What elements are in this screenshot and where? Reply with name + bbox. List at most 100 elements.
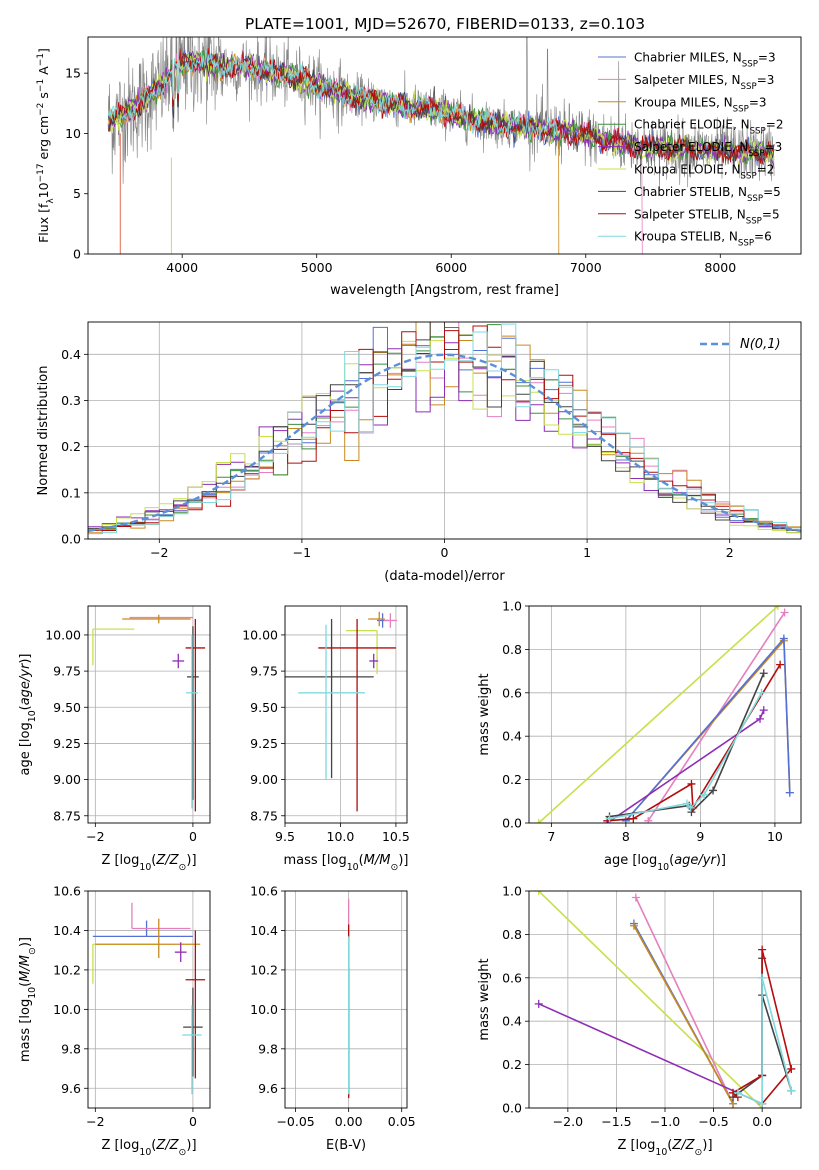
marker-7-0 <box>605 814 614 823</box>
marker-1-0 <box>644 816 653 823</box>
x-tick-label: 7 <box>547 829 555 844</box>
x-tick-label: 8000 <box>704 260 736 275</box>
y-tick-label: 10.0 <box>250 1002 278 1017</box>
spectrum-lines <box>107 37 775 254</box>
y-tick-label: 9.50 <box>250 700 278 715</box>
histogram-7 <box>88 325 801 531</box>
legend-label-7: Salpeter STELIB, NSSP=5 <box>634 207 780 226</box>
panel-age-vs-metallicity: −2 0 8.75 9.00 9.25 9.50 9.75 10.00 Z [log10(Z/Z… <box>18 605 211 873</box>
marker-3-1 <box>779 634 788 643</box>
marker-7-0 <box>733 1088 742 1097</box>
x-tick-label: 10.5 <box>382 829 410 844</box>
model-spectrum-1 <box>107 48 643 254</box>
marker-4-1 <box>756 714 765 723</box>
y-tick-label: 15 <box>65 66 81 81</box>
panel-residuals: −2 −1 0 1 2 0.0 0.1 0.2 0.3 0.4 N(0,1) (data-model)… <box>36 321 802 584</box>
legend-label-4: Salpeter ELODIE, NSSP=3 <box>634 140 782 159</box>
model-spectrum-5 <box>107 53 775 166</box>
x-axis-label: Z [log10(Z/Z⊙)] <box>617 1138 712 1158</box>
x-tick-label: −1.0 <box>650 1114 680 1129</box>
legend-label-6: Chabrier STELIB, NSSP=5 <box>634 185 781 204</box>
marker-3-0 <box>629 921 638 930</box>
weight-lines <box>534 891 796 1108</box>
y-axis-label: mass weight <box>477 958 492 1040</box>
panel-mass-weight-vs-metallicity: −2.0 −1.5 −1.0 −0.5 0.0 0.0 0.2 0.4 0.6 0.8 1.0 Z [… <box>477 884 802 1158</box>
y-tick-label: 0.0 <box>502 1101 522 1116</box>
errorbars <box>92 902 206 1095</box>
x-tick-label: 10 <box>767 829 783 844</box>
y-tick-label: 9.50 <box>53 700 81 715</box>
x-tick-label: 0.05 <box>388 1114 416 1129</box>
y-axis-label: age [log10(age/yr)] <box>18 653 38 775</box>
axes-frame <box>284 890 408 1109</box>
y-tick-label: 10 <box>65 126 81 141</box>
series-line-0 <box>538 606 779 823</box>
y-tick-label: 0.2 <box>502 772 522 787</box>
axes-frame <box>87 605 211 824</box>
panel-mass-vs-ebv: −0.05 0.00 0.05 9.6 9.8 10.0 10.2 10.4 10.6 E(B-V… <box>250 884 415 1154</box>
y-tick-label: 1.0 <box>502 599 522 614</box>
y-tick-label: 0.8 <box>502 927 522 942</box>
marker-6-3 <box>758 945 767 954</box>
y-tick-label: 0.0 <box>61 532 81 547</box>
series-line-4 <box>538 1003 763 1105</box>
y-tick-label: 9.25 <box>53 736 81 751</box>
axes-frame <box>528 605 802 824</box>
x-tick-label: 0 <box>189 1114 197 1129</box>
panel-mass-weight-vs-age: 7 8 9 10 0.0 0.2 0.4 0.6 0.8 1.0 age [log10(age/yr… <box>477 599 802 873</box>
x-tick-label: 8 <box>622 829 630 844</box>
x-axis-label: Z [log10(Z/Z⊙)] <box>101 853 196 873</box>
y-tick-label: 9.00 <box>250 772 278 787</box>
axes-frame <box>87 890 211 1109</box>
x-axis-label: age [log10(age/yr)] <box>604 853 726 873</box>
marker-1-0 <box>631 893 640 902</box>
errorbars <box>92 614 206 812</box>
y-tick-label: 9.00 <box>53 772 81 787</box>
x-tick-label: −2.0 <box>553 1114 583 1129</box>
marker-0-0 <box>534 891 543 895</box>
marker-7-3 <box>787 1086 796 1095</box>
x-tick-label: 10.0 <box>327 829 355 844</box>
x-tick-label: 2 <box>726 545 734 560</box>
marker-4-2 <box>759 706 768 715</box>
y-tick-label: 10.6 <box>250 884 278 899</box>
marker-6-2 <box>687 779 696 788</box>
marker-1-1 <box>780 608 789 617</box>
x-tick-label: −0.05 <box>276 1114 314 1129</box>
marker-5-3 <box>709 786 718 795</box>
y-tick-label: 9.6 <box>258 1081 278 1096</box>
marker-7-3 <box>700 790 709 799</box>
marker-0-0 <box>534 819 543 823</box>
y-tick-label: 0.2 <box>502 1057 522 1072</box>
y-tick-label: 10.0 <box>53 1002 81 1017</box>
marker-7-4 <box>757 688 766 697</box>
y-tick-label: 10.2 <box>53 962 81 977</box>
y-tick-label: 0.3 <box>61 393 81 408</box>
axes-frame <box>87 321 802 540</box>
y-tick-label: 10.6 <box>53 884 81 899</box>
y-axis-label: Flux [fλ10−17 erg cm−2 s−1 A−1] <box>36 48 56 243</box>
y-tick-label: 9.75 <box>250 664 278 679</box>
x-tick-label: 0 <box>189 829 197 844</box>
y-tick-label: 9.6 <box>61 1081 81 1096</box>
panel-age-vs-mass: 9.5 10.0 10.5 8.75 9.00 9.25 9.50 9.75 10.00 mass… <box>242 605 410 873</box>
y-axis-label: Normed distribution <box>36 366 51 496</box>
x-tick-label: 9.5 <box>275 829 295 844</box>
weight-lines <box>534 606 794 823</box>
y-tick-label: 0.8 <box>502 642 522 657</box>
marker-6-4 <box>787 1064 796 1073</box>
y-tick-label: 0.6 <box>502 970 522 985</box>
marker-3-2 <box>785 788 794 797</box>
marker-5-2 <box>687 808 696 817</box>
y-tick-label: 0.6 <box>502 685 522 700</box>
x-tick-label: −2 <box>86 829 104 844</box>
legend-label-0: Chabrier MILES, NSSP=3 <box>634 51 776 70</box>
panel-spectrum: 4000 5000 6000 7000 8000 0 5 10 15 Chabrier MILES… <box>36 36 802 298</box>
legend-label-gaussian: N(0,1) <box>740 337 781 352</box>
model-spectrum-8 <box>107 49 559 140</box>
marker-5-4 <box>759 669 768 678</box>
x-tick-label: −2 <box>86 1114 104 1129</box>
gaussian-curve <box>88 353 801 533</box>
y-tick-label: 9.8 <box>61 1041 81 1056</box>
